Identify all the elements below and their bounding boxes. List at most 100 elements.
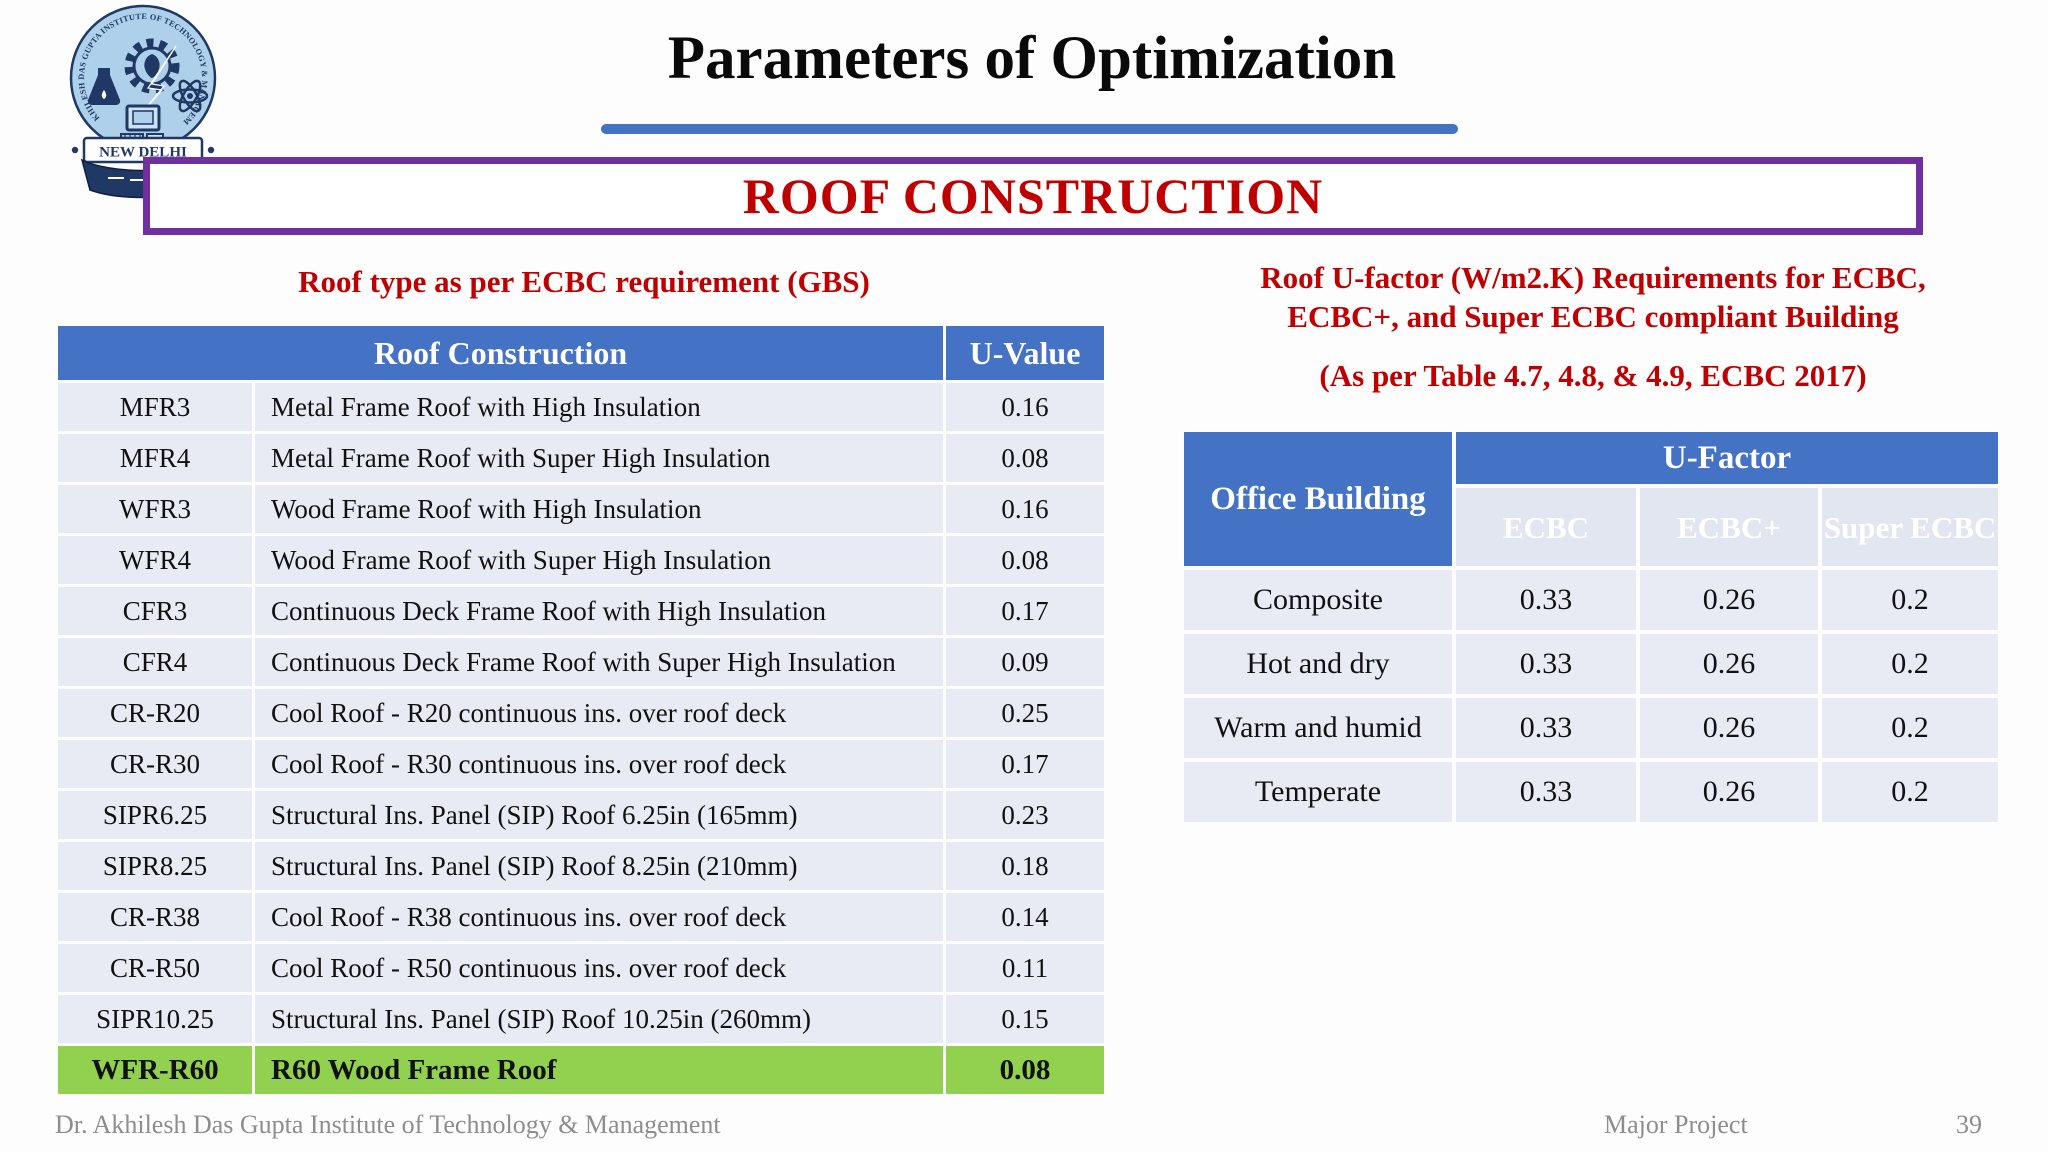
roof-desc-cell: Metal Frame Roof with Super High Insulat… [255,434,943,482]
super-ecbc-value-cell: 0.2 [1822,698,1998,758]
table-header-row: Office Building U-Factor [1184,432,1998,566]
banner-text: ROOF CONSTRUCTION [742,168,1324,224]
roof-code-cell: CR-R20 [58,689,252,737]
roof-desc-cell: Wood Frame Roof with Super High Insulati… [255,536,943,584]
roof-code-cell: CR-R38 [58,893,252,941]
roof-code-cell: MFR3 [58,383,252,431]
table-subheader-row: ECBC ECBC+ Super ECBC [1184,488,1998,566]
ecbc-value-cell: 0.33 [1456,762,1636,822]
flask-icon [87,68,121,106]
roof-code-cell: CFR4 [58,638,252,686]
ecbc-value-cell: 0.33 [1456,634,1636,694]
city-banner: NEW DELHI [71,136,215,164]
header-roof-construction: Roof Construction [58,326,943,380]
roof-desc-cell: Structural Ins. Panel (SIP) Roof 6.25in … [255,791,943,839]
roof-code-cell: CR-R30 [58,740,252,788]
roof-uvalue-cell: 0.23 [946,791,1104,839]
page-number: 39 [1956,1110,1982,1139]
climate-label-cell: Composite [1184,570,1452,630]
roof-desc-cell: Continuous Deck Frame Roof with Super Hi… [255,638,943,686]
roof-desc-cell: Cool Roof - R20 continuous ins. over roo… [255,689,943,737]
table-row: Hot and dry 0.33 0.26 0.2 [1184,634,1998,694]
ecbc-plus-value-cell: 0.26 [1640,698,1818,758]
ecbc-plus-value-cell: 0.26 [1640,634,1818,694]
right-heading-line2: ECBC+, and Super ECBC compliant Building [1287,299,1899,334]
right-table-subheading: (As per Table 4.7, 4.8, & 4.9, ECBC 2017… [1319,358,1867,393]
table-row: MFR3 Metal Frame Roof with High Insulati… [58,383,1104,431]
table-row: SIPR6.25 Structural Ins. Panel (SIP) Roo… [58,791,1104,839]
roof-desc-cell: Cool Roof - R30 continuous ins. over roo… [255,740,943,788]
roof-desc-cell: Wood Frame Roof with High Insulation [255,485,943,533]
table-row: Temperate 0.33 0.26 0.2 [1184,762,1998,822]
roof-code-cell: CR-R50 [58,944,252,992]
roof-desc-cell: Structural Ins. Panel (SIP) Roof 8.25in … [255,842,943,890]
roof-code-cell: WFR3 [58,485,252,533]
roof-code-cell: WFR-R60 [58,1046,252,1094]
roof-code-cell: CFR3 [58,587,252,635]
super-ecbc-value-cell: 0.2 [1822,570,1998,630]
table-row: Composite 0.33 0.26 0.2 [1184,570,1998,630]
roof-code-cell: WFR4 [58,536,252,584]
roof-uvalue-cell: 0.17 [946,740,1104,788]
table-row: CFR4 Continuous Deck Frame Roof with Sup… [58,638,1104,686]
title-underline [601,124,1458,134]
roof-uvalue-cell: 0.16 [946,383,1104,431]
table-row: CR-R38 Cool Roof - R38 continuous ins. o… [58,893,1104,941]
roof-uvalue-cell: 0.08 [946,434,1104,482]
table-header-row: Roof Construction U-Value [58,326,1104,380]
table-row: WFR4 Wood Frame Roof with Super High Ins… [58,536,1104,584]
footer-institute: Dr. Akhilesh Das Gupta Institute of Tech… [55,1110,721,1139]
ufactor-table: Office Building U-Factor ECBC ECBC+ Supe… [1180,428,2002,826]
table-row: SIPR8.25 Structural Ins. Panel (SIP) Roo… [58,842,1104,890]
roof-table-body: MFR3 Metal Frame Roof with High Insulati… [58,383,1104,1094]
table-row: CFR3 Continuous Deck Frame Roof with Hig… [58,587,1104,635]
footer-project: Major Project [1604,1110,1748,1139]
roof-desc-cell: Structural Ins. Panel (SIP) Roof 10.25in… [255,995,943,1043]
left-table-heading: Roof type as per ECBC requirement (GBS) [298,264,870,299]
roof-desc-cell: R60 Wood Frame Roof [255,1046,943,1094]
roof-code-cell: SIPR8.25 [58,842,252,890]
right-table-heading: Roof U-factor (W/m2.K) Requirements for … [1183,258,2003,336]
ufactor-table-body: Composite 0.33 0.26 0.2 Hot and dry 0.33… [1184,570,1998,822]
header-u-factor: U-Factor [1456,432,1998,484]
page-title: Parameters of Optimization [667,25,1397,92]
gear-icon [124,38,180,94]
table-row: CR-R30 Cool Roof - R30 continuous ins. o… [58,740,1104,788]
roof-code-cell: SIPR6.25 [58,791,252,839]
super-ecbc-value-cell: 0.2 [1822,762,1998,822]
header-u-value: U-Value [946,326,1104,380]
climate-label-cell: Temperate [1184,762,1452,822]
roof-uvalue-cell: 0.15 [946,995,1104,1043]
roof-uvalue-cell: 0.16 [946,485,1104,533]
table-row: WFR-R60 R60 Wood Frame Roof 0.08 [58,1046,1104,1094]
roof-uvalue-cell: 0.14 [946,893,1104,941]
roof-desc-cell: Continuous Deck Frame Roof with High Ins… [255,587,943,635]
roof-uvalue-cell: 0.18 [946,842,1104,890]
roof-desc-cell: Cool Roof - R50 continuous ins. over roo… [255,944,943,992]
super-ecbc-value-cell: 0.2 [1822,634,1998,694]
header-ecbc: ECBC [1456,488,1636,566]
table-row: CR-R20 Cool Roof - R20 continuous ins. o… [58,689,1104,737]
ecbc-value-cell: 0.33 [1456,698,1636,758]
city-text: NEW DELHI [99,145,187,161]
right-heading-line1: Roof U-factor (W/m2.K) Requirements for … [1260,260,1926,295]
roof-uvalue-cell: 0.08 [946,1046,1104,1094]
climate-label-cell: Hot and dry [1184,634,1452,694]
atom-icon [171,79,209,113]
roof-uvalue-cell: 0.11 [946,944,1104,992]
roof-uvalue-cell: 0.25 [946,689,1104,737]
roof-desc-cell: Metal Frame Roof with High Insulation [255,383,943,431]
roof-code-cell: SIPR10.25 [58,995,252,1043]
roof-desc-cell: Cool Roof - R38 continuous ins. over roo… [255,893,943,941]
climate-label-cell: Warm and humid [1184,698,1452,758]
ecbc-plus-value-cell: 0.26 [1640,570,1818,630]
table-row: Warm and humid 0.33 0.26 0.2 [1184,698,1998,758]
table-row: CR-R50 Cool Roof - R50 continuous ins. o… [58,944,1104,992]
ecbc-value-cell: 0.33 [1456,570,1636,630]
ecbc-plus-value-cell: 0.26 [1640,762,1818,822]
header-office-building: Office Building [1184,432,1452,566]
header-super-ecbc: Super ECBC [1822,488,1998,566]
roof-construction-banner: ROOF CONSTRUCTION [143,157,1923,235]
roof-construction-table: Roof Construction U-Value MFR3 Metal Fra… [55,323,1107,1097]
table-row: SIPR10.25 Structural Ins. Panel (SIP) Ro… [58,995,1104,1043]
